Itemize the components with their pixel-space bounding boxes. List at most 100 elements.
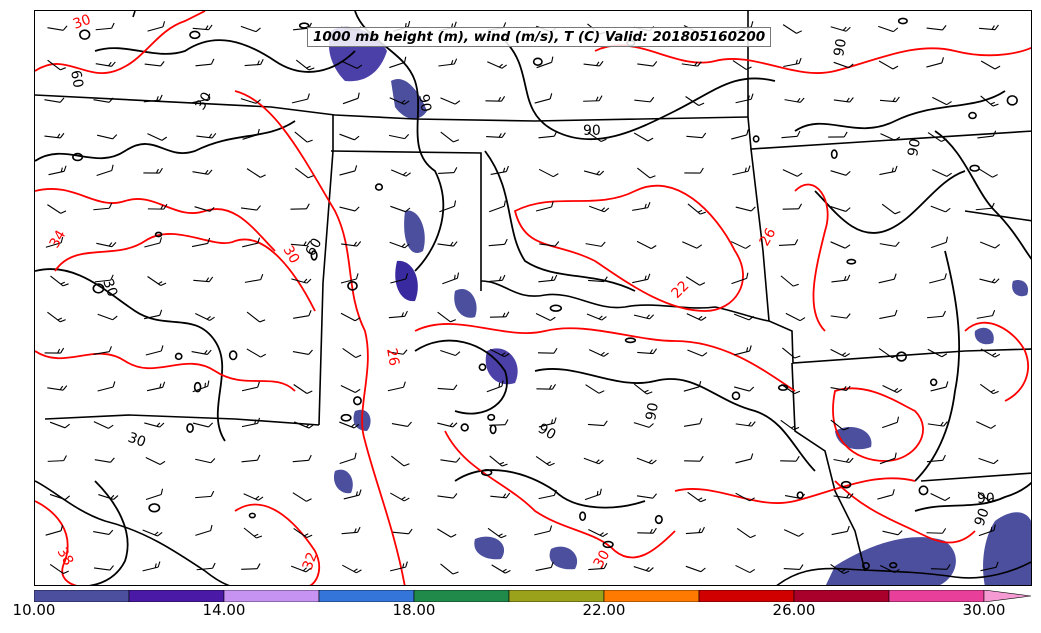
wind-barb xyxy=(293,310,312,319)
wind-barb xyxy=(440,563,459,575)
wind-barb xyxy=(488,238,508,247)
border-line xyxy=(35,94,749,122)
wind-barb xyxy=(487,527,507,539)
height-label: 30 xyxy=(126,430,148,451)
height-label: 60 xyxy=(303,236,326,259)
wind-barb xyxy=(387,381,406,392)
contour-ring xyxy=(929,378,938,387)
contour-ring xyxy=(532,57,543,66)
wind-barb xyxy=(147,276,167,287)
border-line xyxy=(132,11,136,18)
wind-barb xyxy=(241,563,261,570)
wind-barb xyxy=(243,527,263,539)
contour-ring xyxy=(830,149,838,160)
contour-ring xyxy=(624,337,637,344)
wind-barb xyxy=(926,25,947,31)
wind-barb xyxy=(732,165,751,176)
wind-barb xyxy=(781,130,801,139)
temperature-contour xyxy=(832,387,924,462)
height-contour xyxy=(414,339,508,415)
border-line xyxy=(750,148,1031,364)
wind-barb xyxy=(588,562,608,571)
height-contour xyxy=(484,150,636,292)
wind-barb xyxy=(633,383,653,395)
wind-barb xyxy=(93,97,114,103)
wind-barb xyxy=(485,96,506,102)
wind-barb xyxy=(735,453,754,464)
wind-barb xyxy=(632,273,651,284)
contour-ring xyxy=(968,111,977,120)
height-contour xyxy=(934,130,1031,260)
wind-barb xyxy=(879,452,897,465)
wind-barb xyxy=(290,203,310,210)
height-label: 30 xyxy=(193,90,216,113)
wind-barb xyxy=(97,313,118,321)
contour-ring xyxy=(969,164,980,172)
wind-barb xyxy=(292,454,312,463)
wind-barb xyxy=(632,201,651,211)
wind-barb xyxy=(44,97,65,103)
wind-barb xyxy=(535,313,556,321)
wind-barb xyxy=(980,348,1001,358)
wind-barb xyxy=(50,275,69,287)
wind-barb xyxy=(241,381,261,392)
wind-barb xyxy=(830,348,851,358)
wind-barb xyxy=(685,96,705,107)
wind-barb xyxy=(637,527,657,534)
wind-barb xyxy=(192,93,211,104)
height-contour xyxy=(454,469,646,509)
wind-barb xyxy=(930,205,951,213)
wind-barb xyxy=(96,242,117,248)
wind-barb xyxy=(588,528,608,538)
temperature-contour xyxy=(414,323,796,392)
map-panel: 30 34 30 38 32 26 30 22 26 60 90 30 60 3… xyxy=(34,10,1032,586)
wind-barb xyxy=(246,168,266,178)
wind-barb xyxy=(489,311,510,318)
wind-barb xyxy=(145,345,164,356)
wind-barb xyxy=(339,452,357,465)
wind-barb xyxy=(243,493,264,501)
wind-barb xyxy=(47,385,68,391)
wind-barb xyxy=(440,457,461,463)
state-borders xyxy=(35,11,1031,585)
wind-barb xyxy=(93,202,113,211)
shade-blob xyxy=(454,289,477,318)
wind-barb xyxy=(926,57,944,68)
wind-barb xyxy=(45,236,64,248)
map-title: 1000 mb height (m), wind (m/s), T (C) Va… xyxy=(307,27,772,47)
wind-barb xyxy=(879,309,898,320)
wind-barb xyxy=(830,206,851,212)
wind-barb xyxy=(341,526,361,535)
wind-barb xyxy=(830,419,849,431)
wind-barb xyxy=(633,566,654,572)
wind-barb xyxy=(685,526,705,535)
height-label: 90 xyxy=(415,93,434,113)
border-line xyxy=(35,480,230,585)
wind-barb xyxy=(144,422,165,428)
wind-barb xyxy=(932,169,952,177)
height-contour xyxy=(534,368,816,472)
wind-barb xyxy=(291,93,310,104)
wind-barb xyxy=(583,60,604,67)
wind-barb xyxy=(538,489,557,500)
wind-barb xyxy=(830,26,851,32)
height-label: 90 xyxy=(972,506,993,528)
contour-ring xyxy=(193,381,202,393)
wind-barb xyxy=(246,348,267,358)
contour-ring xyxy=(189,30,201,40)
contour-ring xyxy=(353,396,362,406)
wind-barb xyxy=(293,528,313,539)
wind-barb xyxy=(486,380,504,393)
wind-barb xyxy=(489,200,506,213)
wind-barb xyxy=(191,349,212,356)
contour-ring xyxy=(310,250,318,261)
wind-barb xyxy=(636,167,656,179)
contour-ring xyxy=(248,512,256,519)
wind-barb xyxy=(588,276,608,283)
wind-barb xyxy=(830,313,851,319)
wind-barb xyxy=(683,381,702,392)
height-label: 90 xyxy=(583,123,601,139)
temperature-contour xyxy=(964,321,1029,402)
wind-barb xyxy=(440,97,461,105)
wind-barb xyxy=(292,349,313,355)
